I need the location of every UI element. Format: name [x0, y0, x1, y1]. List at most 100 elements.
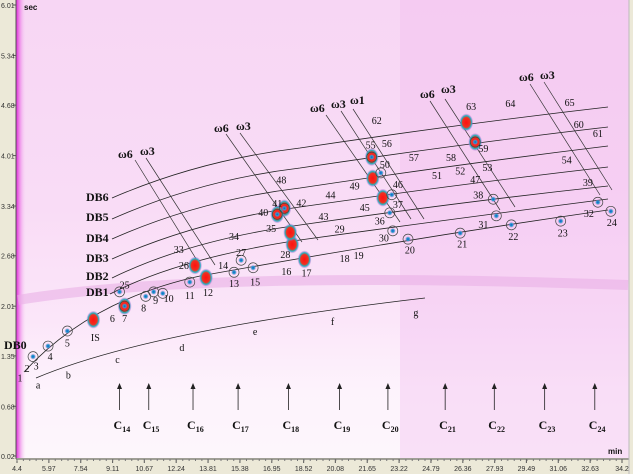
alkane-label: C15	[143, 418, 160, 434]
alkane-label: C20	[382, 418, 399, 434]
series-label-db0: DB0	[4, 338, 27, 352]
peak-label: 8	[141, 304, 146, 315]
omega-line	[239, 132, 319, 241]
arrow-head-icon	[190, 383, 196, 389]
peak-label: 23	[558, 228, 568, 239]
peak-label: 57	[409, 153, 419, 164]
curve-db5	[111, 126, 609, 220]
omega-label: ω3	[236, 119, 251, 133]
peak-circle-marker	[469, 136, 481, 148]
peak-label: 15	[250, 277, 260, 288]
peak-label: 29	[335, 225, 345, 236]
alkane-label: C23	[539, 418, 556, 434]
omega-line	[429, 100, 501, 211]
peak-label: 38	[473, 191, 483, 202]
peak-circle-marker	[279, 202, 290, 214]
omega-label: ω6	[118, 147, 133, 161]
peak-spot	[607, 208, 614, 215]
arrow-head-icon	[542, 383, 548, 389]
omega-line	[134, 159, 199, 263]
curve-db3	[111, 166, 609, 260]
alkane-label: C17	[232, 418, 249, 434]
peak-label: 18	[340, 254, 350, 265]
peak-label: 63	[466, 102, 476, 113]
peak-label: IS	[91, 333, 100, 344]
peak-spot	[116, 288, 123, 295]
peak-label: 33	[174, 245, 184, 256]
peak-spot	[159, 290, 166, 297]
peak-label: 35	[266, 224, 276, 235]
peak-label: 55	[366, 140, 376, 151]
peak-label: 17	[302, 268, 312, 279]
x-tick-label: 23.22	[390, 466, 408, 473]
omega-label: ω6	[214, 121, 229, 135]
alkane-letter: C	[488, 418, 497, 432]
y-tick-label: 2.01	[1, 304, 15, 311]
x-tick-label: 32.63	[581, 466, 599, 473]
arrow-head-icon	[235, 383, 241, 389]
peak-label: 44	[325, 191, 335, 202]
peak-label: 42	[296, 198, 306, 209]
peak-label: 48	[276, 176, 286, 187]
peak-label: 49	[350, 182, 360, 193]
x-tick-label: 31.06	[549, 466, 567, 473]
alkane-letter: C	[187, 418, 196, 432]
y-axis-unit: sec	[24, 3, 38, 12]
x-tick-label: 26.36	[454, 466, 472, 473]
omega-label: ω3	[331, 97, 346, 111]
peak-circle-marker	[386, 189, 398, 201]
alkane-label: C21	[439, 418, 456, 434]
y-axis-area	[0, 0, 16, 474]
peak-label: 20	[405, 246, 415, 257]
peak-label: 16	[281, 267, 291, 278]
peak-spot	[493, 212, 500, 219]
alkane-carbon-number: 18	[291, 425, 299, 434]
series-label-db4: DB4	[86, 231, 109, 245]
alkane-series-label: e	[253, 327, 258, 338]
alkane-carbon-number: 16	[196, 425, 204, 434]
series-label-db3: DB3	[86, 251, 109, 265]
alkane-carbon-number: 19	[342, 425, 350, 434]
alkane-carbon-number: 21	[448, 425, 456, 434]
alkane-carbon-number: 24	[597, 425, 605, 434]
peak-label: 3	[34, 362, 39, 373]
omega-line	[352, 108, 425, 220]
alkane-letter: C	[232, 418, 241, 432]
peak-label: 62	[372, 116, 382, 127]
peak-spot	[386, 209, 393, 216]
alkane-label: C19	[334, 418, 351, 434]
peak-label: 7	[122, 314, 127, 325]
peak-label: 2	[25, 364, 30, 375]
peak-circle-marker	[247, 262, 259, 274]
alkane-carbon-number: 20	[391, 425, 399, 434]
omega-line	[340, 110, 412, 220]
intense-peak-spot	[86, 310, 101, 329]
arrow-head-icon	[385, 383, 391, 389]
omega-line	[145, 157, 216, 266]
peak-spot	[490, 196, 497, 203]
peak-circle-marker	[384, 207, 396, 219]
series-label-db2: DB2	[86, 269, 109, 283]
omega-label: ω6	[519, 70, 534, 84]
peak-label: 4	[48, 352, 53, 363]
alkane-letter: C	[439, 418, 448, 432]
x-axis-area	[0, 458, 633, 474]
peak-label: 13	[229, 279, 239, 290]
intense-peak-spot	[365, 169, 380, 188]
peak-label: 31	[478, 220, 488, 231]
peak-spot	[377, 169, 384, 176]
y-tick-label: 1.35	[1, 354, 15, 361]
omega-line	[543, 81, 613, 191]
peak-spot	[250, 264, 257, 271]
x-tick-label: 18.52	[295, 466, 313, 473]
peak-label: 65	[565, 98, 575, 109]
plot-edge-band	[16, 0, 26, 458]
peak-label: 5	[65, 338, 70, 349]
peak-circle-marker	[387, 225, 399, 237]
alkane-letter: C	[334, 418, 343, 432]
peak-label: 1	[18, 374, 23, 385]
peak-label: 46	[393, 180, 403, 191]
intense-peak-spot	[375, 188, 390, 207]
curve-db2	[111, 185, 609, 279]
